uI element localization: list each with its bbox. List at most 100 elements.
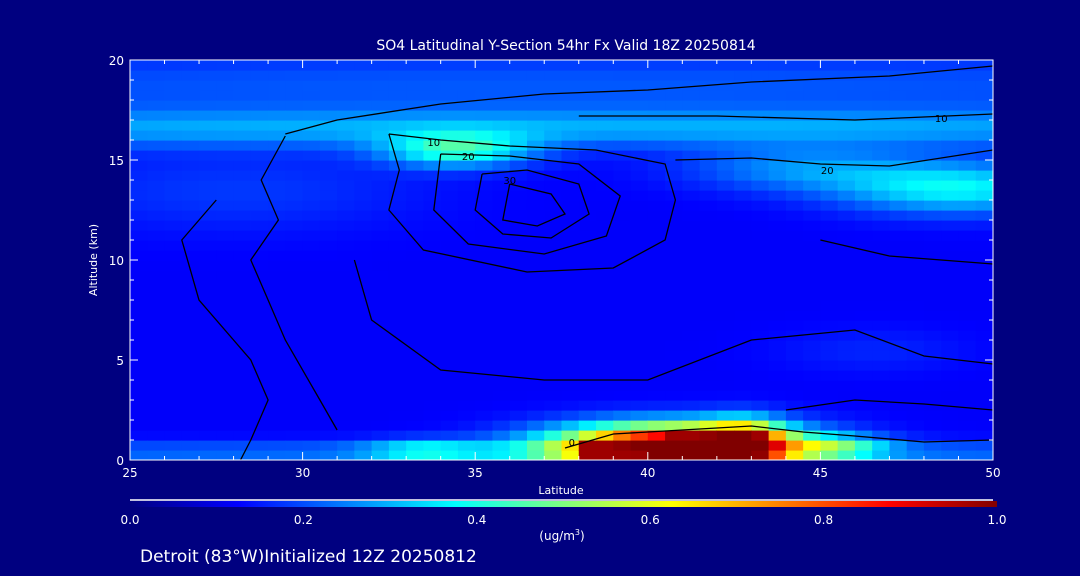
heatmap-cell	[613, 100, 632, 111]
heatmap-cell	[457, 250, 476, 261]
heatmap-cell	[734, 140, 752, 151]
heatmap-cell	[906, 360, 925, 371]
heatmap-cell	[406, 110, 425, 121]
heatmap-cell	[958, 270, 977, 281]
heatmap-cell	[302, 170, 321, 181]
heatmap-cell	[665, 230, 683, 241]
heatmap-cell	[406, 150, 425, 161]
heatmap-cell	[544, 270, 563, 281]
heatmap-cell	[716, 350, 735, 361]
heatmap-cell	[147, 350, 166, 361]
heatmap-cell	[526, 280, 545, 291]
heatmap-cell	[388, 70, 407, 81]
heatmap-cell	[785, 150, 804, 161]
heatmap-cell	[889, 210, 908, 221]
heatmap-cell	[820, 420, 839, 431]
heatmap-cell	[975, 200, 993, 211]
heatmap-cell	[854, 350, 873, 361]
heatmap-cell	[699, 120, 718, 131]
heatmap-cell	[406, 220, 425, 231]
heatmap-cell	[941, 330, 960, 341]
heatmap-cell	[199, 250, 217, 261]
heatmap-cell	[302, 350, 321, 361]
heatmap-cell	[854, 340, 873, 351]
heatmap-cell	[854, 280, 873, 291]
heatmap-cell	[820, 350, 839, 361]
heatmap-cell	[820, 260, 839, 271]
heatmap-cell	[699, 310, 718, 321]
heatmap-cell	[906, 430, 925, 441]
heatmap-cell	[803, 70, 821, 81]
contour-line	[285, 65, 993, 135]
heatmap-cell	[923, 150, 942, 161]
heatmap-cell	[199, 160, 217, 171]
heatmap-cell	[751, 60, 770, 71]
heatmap-cell	[216, 120, 235, 131]
heatmap-cell	[820, 80, 839, 91]
heatmap-cell	[492, 450, 511, 460]
heatmap-cell	[803, 320, 821, 331]
heatmap-cell	[958, 150, 977, 161]
heatmap-cell	[785, 360, 804, 371]
heatmap-cell	[164, 60, 183, 71]
heatmap-cell	[371, 190, 390, 201]
heatmap-cell	[613, 80, 632, 91]
heatmap-cell	[630, 110, 649, 121]
heatmap-cell	[647, 290, 666, 301]
heatmap-cell	[751, 80, 770, 91]
heatmap-cell	[716, 310, 735, 321]
heatmap-cell	[354, 180, 373, 191]
heatmap-cell	[803, 330, 821, 341]
heatmap-cell	[665, 320, 683, 331]
heatmap-cell	[803, 410, 821, 421]
heatmap-cell	[941, 390, 960, 401]
heatmap-cell	[199, 380, 217, 391]
heatmap-cell	[423, 440, 442, 451]
heatmap-cell	[647, 240, 666, 251]
heatmap-cell	[130, 140, 148, 151]
heatmap-cell	[889, 160, 908, 171]
heatmap-cell	[561, 330, 580, 341]
heatmap-cell	[457, 90, 476, 101]
heatmap-cell	[716, 250, 735, 261]
heatmap-cell	[630, 120, 649, 131]
heatmap-cell	[509, 70, 528, 81]
heatmap-cell	[716, 90, 735, 101]
heatmap-cell	[302, 320, 321, 331]
heatmap-cell	[854, 250, 873, 261]
heatmap-cell	[630, 410, 649, 421]
heatmap-cell	[216, 220, 235, 231]
heatmap-cell	[854, 300, 873, 311]
heatmap-cell	[544, 250, 563, 261]
heatmap-cell	[526, 350, 545, 361]
heatmap-cell	[941, 310, 960, 321]
heatmap-cell	[665, 440, 683, 451]
heatmap-cell	[526, 360, 545, 371]
heatmap-cell	[906, 120, 925, 131]
heatmap-cell	[665, 120, 683, 131]
heatmap-cell	[147, 190, 166, 201]
heatmap-cell	[337, 300, 355, 311]
heatmap-cell	[837, 240, 856, 251]
heatmap-cell	[526, 60, 545, 71]
heatmap-cell	[906, 210, 925, 221]
heatmap-cell	[596, 190, 614, 201]
heatmap-cell	[233, 410, 252, 421]
heatmap-cell	[388, 450, 407, 460]
heatmap-cell	[785, 220, 804, 231]
heatmap-cell	[768, 120, 787, 131]
heatmap-cell	[492, 230, 511, 241]
heatmap-cell	[440, 110, 459, 121]
heatmap-cell	[250, 140, 269, 151]
heatmap-cell	[630, 380, 649, 391]
heatmap-cell	[699, 250, 718, 261]
heatmap-cell	[526, 400, 545, 411]
heatmap-cell	[630, 100, 649, 111]
heatmap-cell	[181, 160, 200, 171]
heatmap-cell	[596, 170, 614, 181]
heatmap-cell	[768, 310, 787, 321]
heatmap-cell	[371, 220, 390, 231]
heatmap-cell	[872, 190, 891, 201]
heatmap-cell	[337, 360, 355, 371]
heatmap-cell	[578, 440, 597, 451]
